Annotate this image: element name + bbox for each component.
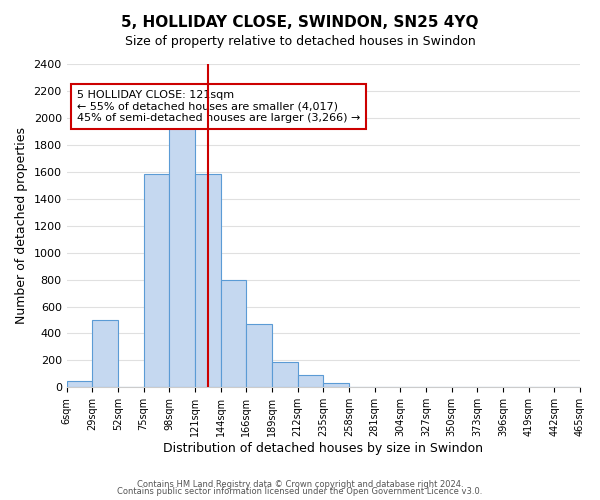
Bar: [195, 174, 221, 388]
Bar: [143, 174, 169, 388]
Bar: [323, 384, 349, 388]
Bar: [247, 324, 272, 388]
X-axis label: Distribution of detached houses by size in Swindon: Distribution of detached houses by size …: [163, 442, 484, 455]
Bar: [67, 380, 92, 388]
Bar: [272, 362, 298, 388]
Bar: [169, 124, 195, 388]
Text: Size of property relative to detached houses in Swindon: Size of property relative to detached ho…: [125, 35, 475, 48]
Bar: [92, 320, 118, 388]
Text: 5 HOLLIDAY CLOSE: 121sqm
← 55% of detached houses are smaller (4,017)
45% of sem: 5 HOLLIDAY CLOSE: 121sqm ← 55% of detach…: [77, 90, 361, 123]
Bar: [298, 375, 323, 388]
Text: Contains public sector information licensed under the Open Government Licence v3: Contains public sector information licen…: [118, 487, 482, 496]
Text: 5, HOLLIDAY CLOSE, SWINDON, SN25 4YQ: 5, HOLLIDAY CLOSE, SWINDON, SN25 4YQ: [121, 15, 479, 30]
Bar: [221, 280, 247, 388]
Text: Contains HM Land Registry data © Crown copyright and database right 2024.: Contains HM Land Registry data © Crown c…: [137, 480, 463, 489]
Y-axis label: Number of detached properties: Number of detached properties: [15, 127, 28, 324]
